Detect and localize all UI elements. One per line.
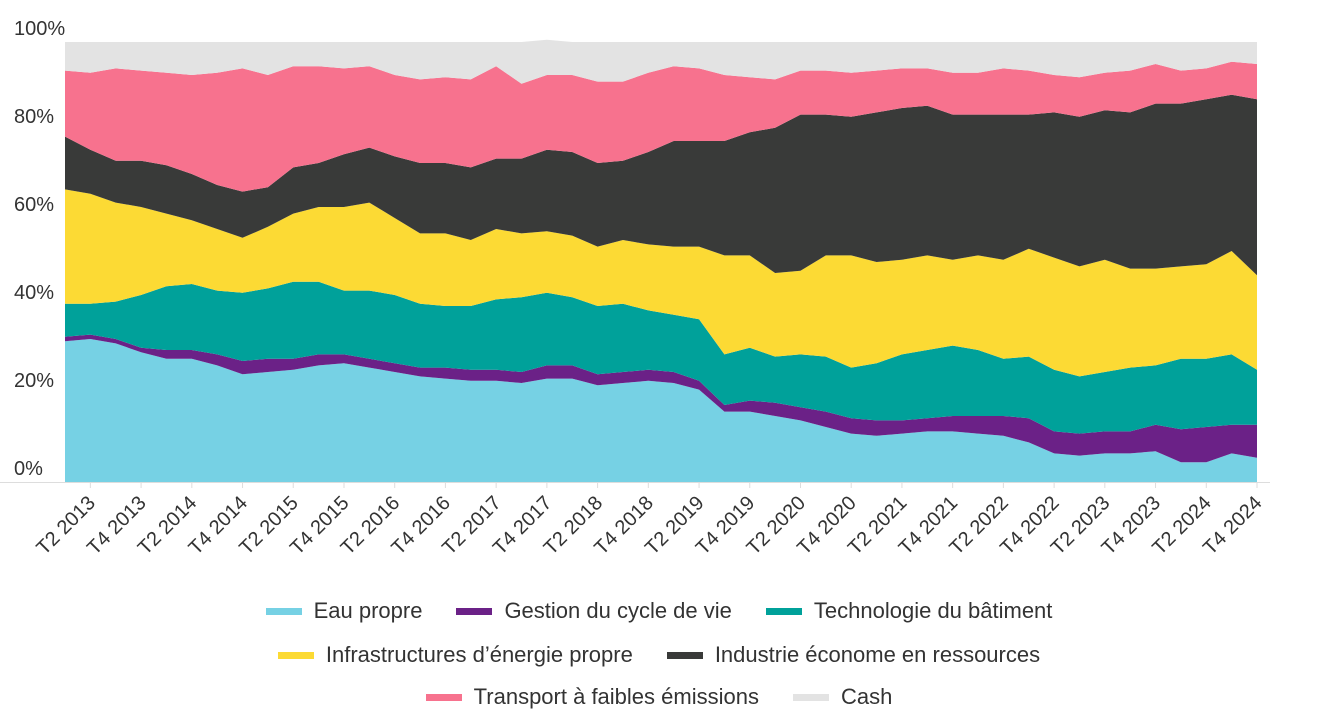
legend-item-cash: Cash xyxy=(792,684,893,710)
legend-row-3: Transport à faibles émissions Cash xyxy=(0,684,1318,710)
legend-swatch xyxy=(277,651,314,659)
legend-item-gestion-cycle-de-vie: Gestion du cycle de vie xyxy=(456,598,732,624)
legend-item-technologie-batiment: Technologie du bâtiment xyxy=(765,598,1053,624)
area-cash xyxy=(65,39,1257,84)
legend-label: Industrie économe en ressources xyxy=(714,642,1041,667)
legend-label: Gestion du cycle de vie xyxy=(504,598,732,623)
legend-swatch xyxy=(425,693,462,701)
legend-swatch xyxy=(456,607,493,615)
area-transport-faibles-missions xyxy=(65,61,1257,192)
legend-item-energie-propre: Infrastructures d’énergie propre xyxy=(277,642,633,668)
legend-label: Eau propre xyxy=(313,598,423,623)
y-tick-label: 40% xyxy=(14,282,54,304)
legend-swatch xyxy=(265,607,302,615)
y-tick-label: 80% xyxy=(14,106,54,128)
legend-item-industrie-econome: Industrie économe en ressources xyxy=(666,642,1041,668)
area-infrastructures-d-nergie-propre xyxy=(65,189,1257,377)
series-areas xyxy=(65,39,1257,482)
legend-row-1: Eau propre Gestion du cycle de vie Techn… xyxy=(0,598,1318,624)
area-industrie-conome-en-ressources xyxy=(65,94,1257,276)
y-axis-ticks: 0% 20% 40% 60% 80% 100% xyxy=(14,18,65,480)
y-tick-label: 60% xyxy=(14,194,54,216)
area-gestion-du-cycle-de-vie xyxy=(65,334,1257,463)
legend-item-transport: Transport à faibles émissions xyxy=(425,684,759,710)
y-tick-label: 100% xyxy=(14,18,65,40)
legend-label: Infrastructures d’énergie propre xyxy=(325,642,633,667)
legend-item-eau-propre: Eau propre xyxy=(265,598,423,624)
legend-swatch xyxy=(792,693,829,701)
y-tick-label: 20% xyxy=(14,370,54,392)
y-tick-label: 0% xyxy=(14,458,43,480)
area-eau-propre xyxy=(65,339,1257,482)
area-technologie-du-b-timent xyxy=(65,281,1257,434)
legend-label: Transport à faibles émissions xyxy=(473,684,759,709)
legend-swatch xyxy=(666,651,703,659)
legend-label: Technologie du bâtiment xyxy=(813,598,1053,623)
legend-label: Cash xyxy=(840,684,893,709)
legend-swatch xyxy=(765,607,802,615)
legend-row-2: Infrastructures d’énergie propre Industr… xyxy=(0,642,1318,668)
